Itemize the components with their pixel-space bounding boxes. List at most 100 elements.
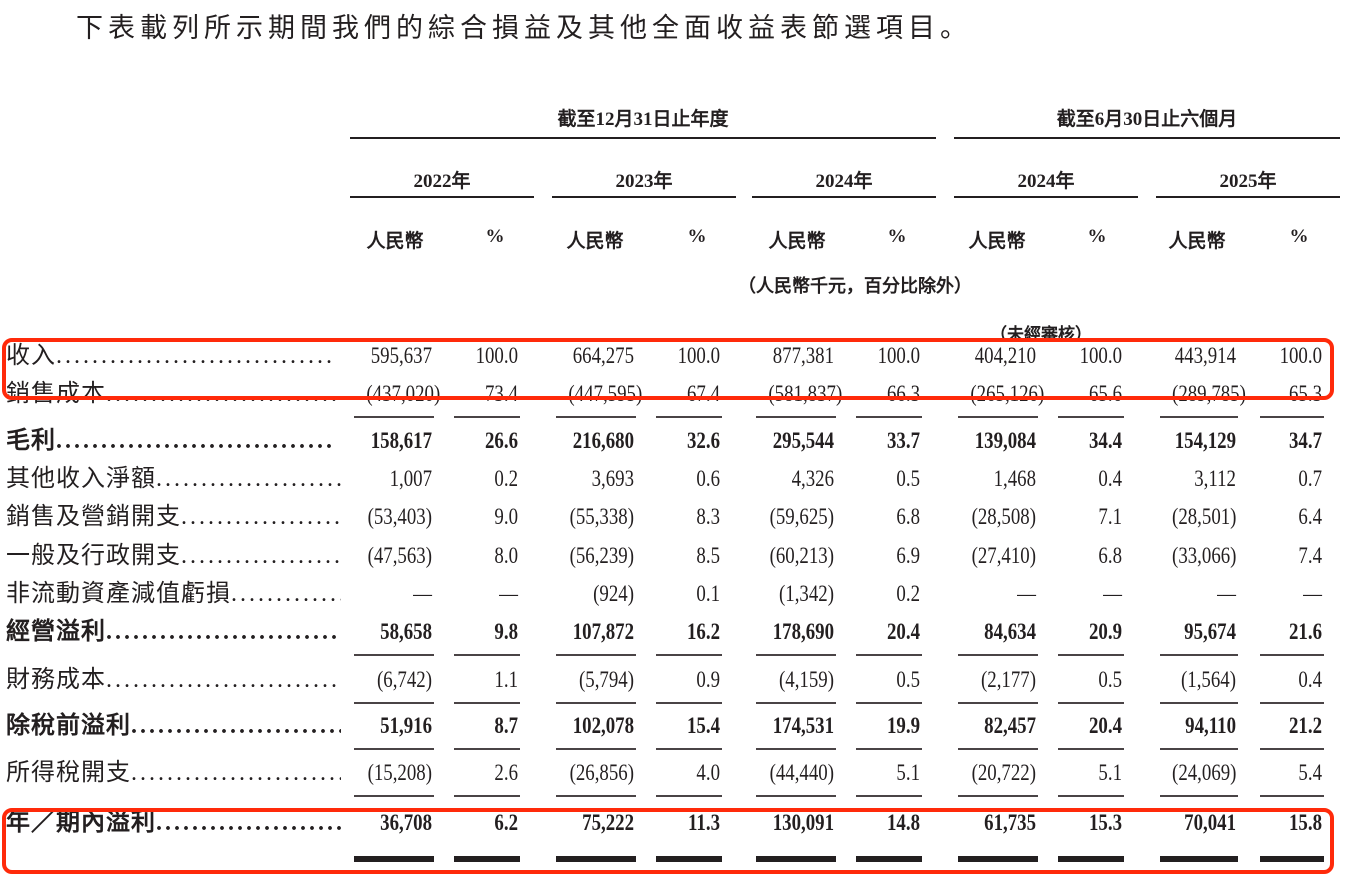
cell-amount: 443,914 bbox=[1174, 343, 1236, 368]
subtotal-rule bbox=[1260, 702, 1324, 704]
leader-dots: ............................... bbox=[156, 810, 341, 836]
row-label: 所得稅開支............................... bbox=[6, 754, 341, 792]
cell-percent: 67.4 bbox=[686, 381, 720, 406]
cell-amount: 51,916 bbox=[380, 713, 432, 738]
year-rule bbox=[552, 196, 736, 198]
cell-percent: 21.6 bbox=[1288, 619, 1322, 644]
subtotal-rule bbox=[454, 654, 520, 656]
subtotal-rule bbox=[656, 748, 722, 750]
leader-dots: ............................... bbox=[131, 713, 341, 739]
cell-amount: 84,634 bbox=[984, 619, 1036, 644]
subtotal-rule bbox=[556, 702, 636, 704]
cell-amount: 107,872 bbox=[572, 619, 634, 644]
cell-amount: 94,110 bbox=[1185, 713, 1236, 738]
cell-amount: 70,041 bbox=[1184, 810, 1236, 835]
subtotal-rule bbox=[1058, 702, 1124, 704]
cell-percent: 16.2 bbox=[686, 619, 720, 644]
cell-amount: 178,690 bbox=[772, 619, 834, 644]
cell-percent: 8.5 bbox=[696, 543, 720, 568]
subtotal-rule bbox=[1160, 416, 1238, 418]
cell-amount: 82,457 bbox=[984, 713, 1036, 738]
cell-percent: 0.6 bbox=[696, 466, 720, 491]
cell-percent: 33.7 bbox=[886, 428, 920, 453]
leader-dots: ............................... bbox=[156, 466, 341, 492]
cell-amount: 158,617 bbox=[370, 428, 432, 453]
cell-percent: 6.2 bbox=[494, 810, 518, 835]
subtotal-rule bbox=[656, 702, 722, 704]
cell-percent: 5.1 bbox=[896, 760, 920, 785]
cell-amount: 3,693 bbox=[591, 466, 634, 491]
cell-percent: — bbox=[1303, 581, 1322, 606]
leader-dots: ............................... bbox=[181, 543, 341, 569]
subtotal-rule bbox=[454, 795, 520, 797]
cell-percent: — bbox=[499, 581, 518, 606]
subtotal-rule bbox=[1058, 748, 1124, 750]
cell-amount: (447,595) bbox=[568, 381, 643, 406]
year-header-2022: 2022年 bbox=[413, 171, 471, 192]
subtotal-rule bbox=[1160, 702, 1238, 704]
row-label-text: 所得稅開支 bbox=[6, 760, 131, 786]
leader-dots: ............................... bbox=[231, 581, 341, 607]
row-label-text: 收入 bbox=[6, 343, 56, 369]
cell-amount: 130,091 bbox=[772, 810, 834, 835]
cell-amount: — bbox=[1217, 581, 1236, 606]
cell-amount: 174,531 bbox=[772, 713, 834, 738]
cell-percent: — bbox=[1103, 581, 1122, 606]
group-header-six-months: 截至6月30日止六個月 bbox=[1056, 109, 1238, 130]
cell-amount: (24,069) bbox=[1172, 760, 1237, 785]
row-label-text: 銷售及營銷開支 bbox=[6, 504, 181, 530]
cell-percent: 9.8 bbox=[494, 619, 518, 644]
cell-amount: 1,468 bbox=[993, 466, 1036, 491]
subtotal-rule bbox=[1058, 654, 1124, 656]
subtotal-rule bbox=[856, 748, 922, 750]
table-row-operating-profit: 經營溢利............................... 58,65… bbox=[0, 613, 1354, 651]
row-label: 年／期內溢利............................... bbox=[6, 804, 341, 842]
cell-amount: 1,007 bbox=[389, 466, 432, 491]
cell-amount: 3,112 bbox=[1194, 466, 1236, 491]
subtotal-rule bbox=[354, 654, 434, 656]
cell-amount: 295,544 bbox=[772, 428, 834, 453]
cell-amount: (28,501) bbox=[1172, 504, 1237, 529]
subtotal-rule bbox=[656, 654, 722, 656]
col-currency: 人民幣 bbox=[566, 231, 624, 252]
subtotal-rule bbox=[1260, 748, 1324, 750]
cell-percent: 6.9 bbox=[896, 543, 920, 568]
year-rule bbox=[350, 196, 534, 198]
subtotal-rule bbox=[354, 748, 434, 750]
cell-percent: 11.3 bbox=[688, 810, 720, 835]
col-currency: 人民幣 bbox=[1168, 231, 1226, 252]
subtotal-rule bbox=[756, 748, 836, 750]
subtotal-rule bbox=[354, 795, 434, 797]
cell-amount: 95,674 bbox=[1184, 619, 1236, 644]
cell-percent: 32.6 bbox=[686, 428, 720, 453]
subtotal-rule bbox=[856, 416, 922, 418]
cell-percent: 0.1 bbox=[696, 581, 720, 606]
group-rule-six-months bbox=[954, 137, 1340, 139]
cell-amount: (289,785) bbox=[1172, 381, 1246, 406]
cell-percent: 0.4 bbox=[1098, 466, 1122, 491]
subtotal-rule bbox=[756, 702, 836, 704]
row-label: 其他收入淨額............................... bbox=[6, 460, 341, 498]
cell-amount: 139,084 bbox=[974, 428, 1036, 453]
cell-percent: 0.4 bbox=[1298, 667, 1322, 692]
subtotal-rule bbox=[354, 416, 434, 418]
cell-percent: 6.4 bbox=[1298, 504, 1322, 529]
total-double-rule bbox=[656, 856, 722, 862]
cell-amount: (924) bbox=[593, 581, 634, 606]
subtotal-rule bbox=[958, 416, 1038, 418]
row-label: 財務成本............................... bbox=[6, 661, 341, 699]
total-double-rule bbox=[856, 856, 922, 862]
cell-amount: (28,508) bbox=[971, 504, 1036, 529]
cell-percent: 34.7 bbox=[1288, 428, 1322, 453]
total-double-rule bbox=[1160, 856, 1238, 862]
year-rule bbox=[752, 196, 936, 198]
cell-percent: 5.4 bbox=[1298, 760, 1322, 785]
subtotal-rule bbox=[756, 795, 836, 797]
cell-percent: 0.5 bbox=[896, 466, 920, 491]
subtotal-rule bbox=[556, 654, 636, 656]
table-row-other-income-net: 其他收入淨額............................... 1,0… bbox=[0, 460, 1354, 498]
cell-percent: 15.4 bbox=[686, 713, 720, 738]
subtotal-rule bbox=[1160, 654, 1238, 656]
cell-amount: (56,239) bbox=[569, 543, 634, 568]
cell-amount: (265,126) bbox=[970, 381, 1045, 406]
